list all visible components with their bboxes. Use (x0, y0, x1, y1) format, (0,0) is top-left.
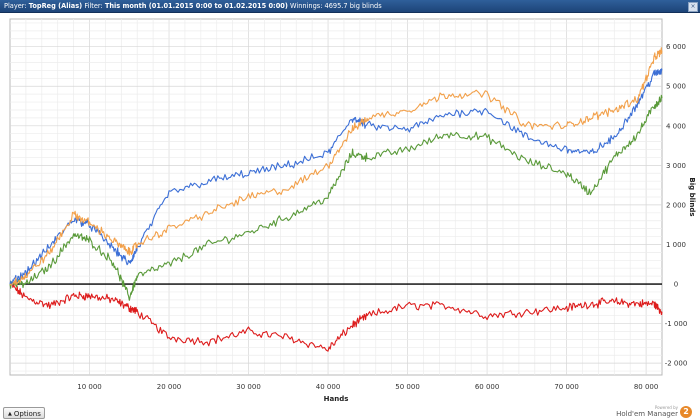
y-tick-label: 2 000 (666, 201, 686, 209)
hem2-brand: Powered by Hold'em Manager 2 (616, 405, 692, 420)
x-tick-label: 20 000 (157, 383, 182, 391)
winnings-value: 4695.7 big blinds (324, 2, 382, 10)
close-icon[interactable]: × (688, 2, 698, 12)
options-label: Options (13, 410, 41, 418)
y-tick-label: 3 000 (666, 162, 686, 170)
chart-area: 10 000 20 000 30 000 40 000 50 000 60 000 70 0… (0, 13, 700, 414)
filter-label: Filter: (84, 2, 103, 10)
winnings-label: Winnings: (290, 2, 323, 10)
filter-value: This month (01.01.2015 0:00 to 01.02.201… (104, 2, 288, 10)
x-tick-label: 50 000 (395, 383, 420, 391)
y-tick-label: -1 000 (665, 320, 688, 328)
x-tick-label: 10 000 (77, 383, 102, 391)
hem2-logo-icon: 2 (680, 406, 692, 418)
powered-by-text: Powered by (654, 405, 678, 410)
options-button[interactable]: ▲ Options (3, 407, 45, 419)
x-tick-label: 30 000 (236, 383, 261, 391)
title-bar: Player: TopReg (Alias) Filter: This mont… (0, 0, 700, 13)
series-line-non-showdown (9, 282, 663, 352)
player-value: TopReg (Alias) (28, 2, 83, 10)
y-tick-label: 5 000 (666, 83, 686, 91)
series-line-net-won (9, 94, 663, 301)
brand-name: Hold'em Manager (616, 410, 678, 418)
player-label: Player: (4, 2, 27, 10)
x-tick-label: 80 000 (634, 383, 659, 391)
x-tick-label: 40 000 (316, 383, 341, 391)
x-tick-label: 70 000 (554, 383, 579, 391)
x-tick-label: 60 000 (475, 383, 500, 391)
series-line-showdown (9, 68, 663, 286)
triangle-up-icon: ▲ (8, 411, 12, 417)
y-tick-label: -2 000 (665, 360, 688, 368)
x-axis-title: Hands (324, 395, 349, 403)
y-tick-label: 1 000 (666, 241, 686, 249)
y-axis-title: Big blinds (688, 177, 696, 216)
winnings-graph: 10 000 20 000 30 000 40 000 50 000 60 000 70 0… (9, 18, 696, 414)
y-tick-label: 0 (674, 281, 678, 289)
y-tick-label: 6 000 (666, 43, 686, 51)
series-line-all-in-ev (9, 47, 663, 287)
y-tick-label: 4 000 (666, 122, 686, 130)
bottom-bar: ▲ Options Powered by Hold'em Manager 2 (0, 405, 700, 420)
